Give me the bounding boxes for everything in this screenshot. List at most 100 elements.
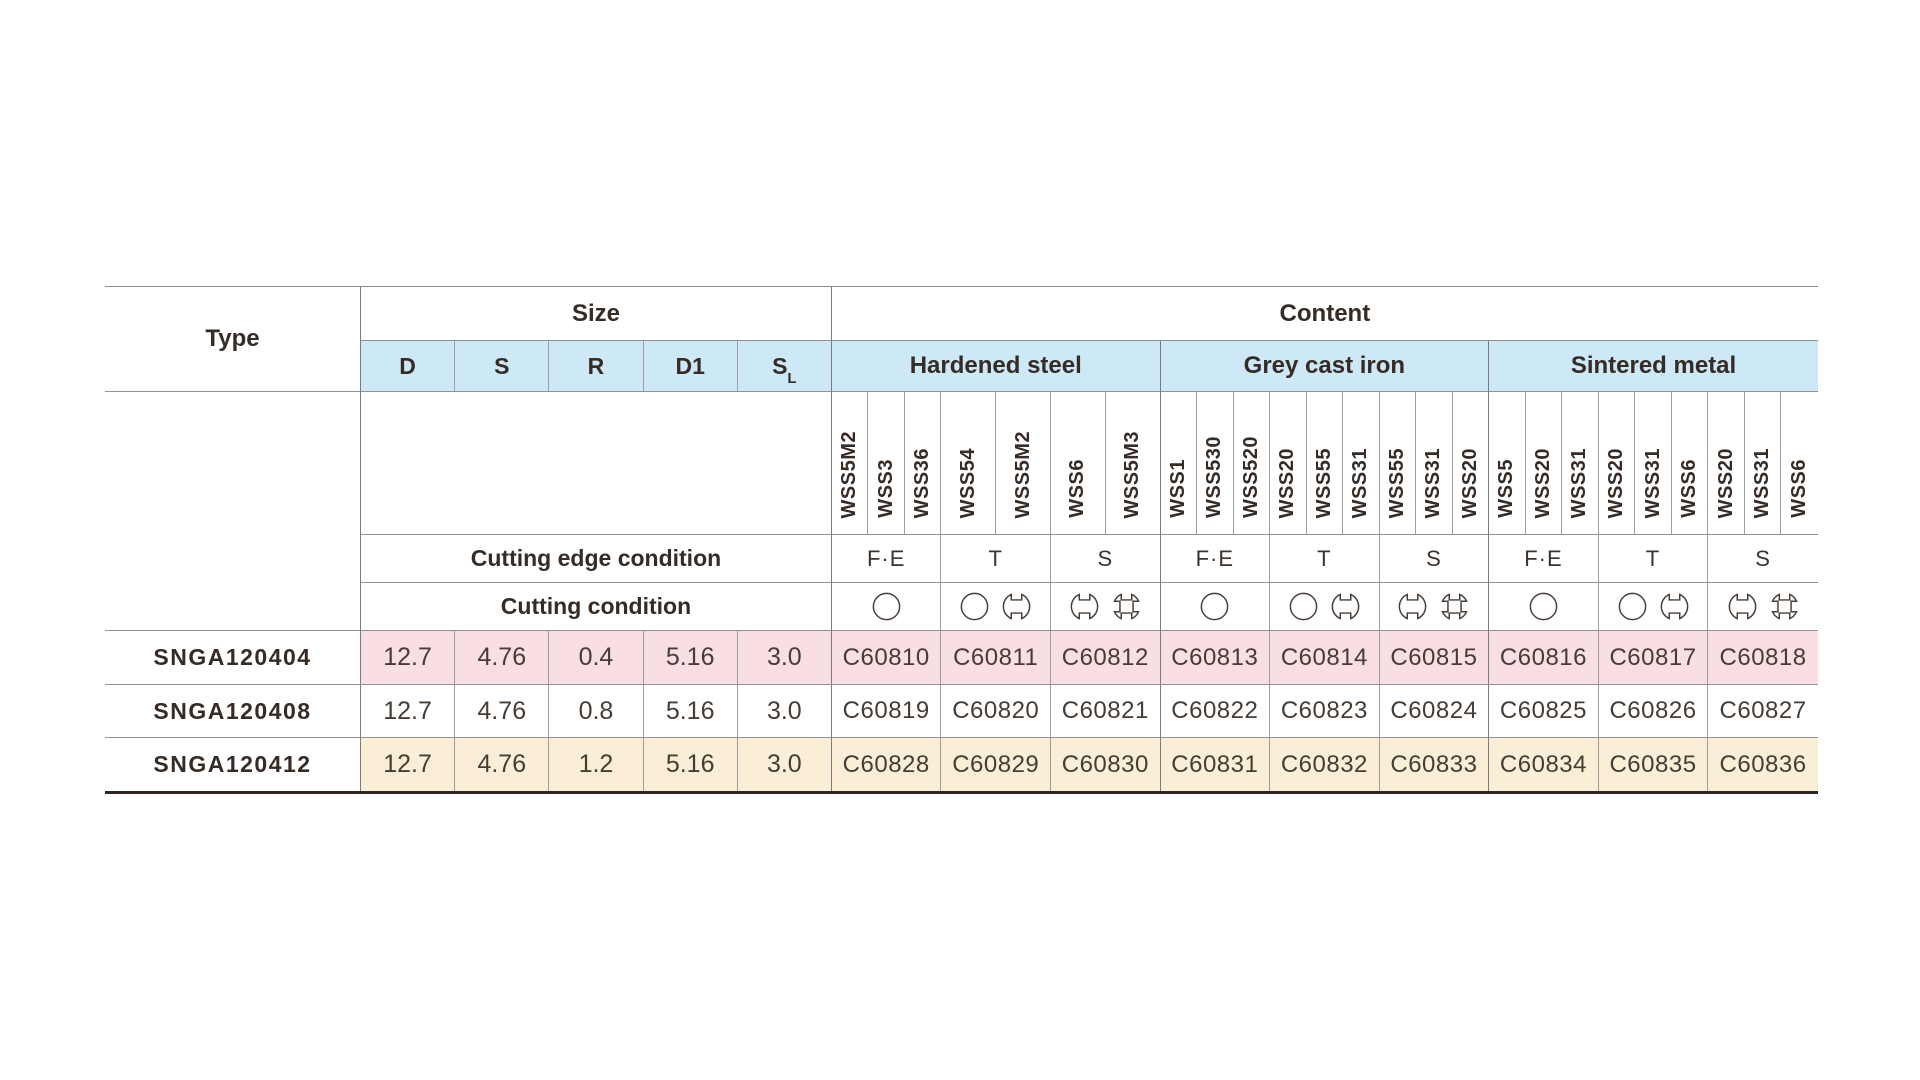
continuous-cut-icon bbox=[1197, 589, 1232, 624]
cutting-condition-symbol-group bbox=[1725, 589, 1802, 624]
part-number-cell: C60810 bbox=[831, 631, 942, 685]
cutting-condition-symbols bbox=[941, 583, 1052, 631]
grade-column-header: WSS1 bbox=[1160, 392, 1198, 535]
light-interrupted-cut-icon bbox=[1725, 589, 1760, 624]
grade-column-header: WSS31 bbox=[1635, 392, 1672, 535]
grade-label: WSS55 bbox=[1385, 447, 1408, 518]
part-number-cell: C60834 bbox=[1489, 738, 1599, 791]
grade-label: WSS6 bbox=[1788, 459, 1811, 518]
part-number-cell: C60816 bbox=[1489, 631, 1599, 685]
size-value-cell: 5.16 bbox=[643, 685, 738, 738]
size-value-cell: 12.7 bbox=[361, 685, 456, 738]
grade-column-header: WSS55 bbox=[1306, 392, 1344, 535]
part-number-cell: C60823 bbox=[1270, 685, 1380, 738]
part-number-cell: C60822 bbox=[1160, 685, 1271, 738]
cutting-condition-symbol-group bbox=[957, 589, 1034, 624]
light-interrupted-cut-icon bbox=[1067, 589, 1102, 624]
size-value-cell: 5.16 bbox=[643, 631, 738, 685]
part-number-cell: C60833 bbox=[1379, 738, 1490, 791]
grade-column-header: WSS5M2 bbox=[996, 392, 1052, 535]
size-column-label: R bbox=[587, 352, 605, 379]
cutting-edge-condition-label: Cutting edge condition bbox=[361, 535, 832, 583]
part-number-cell: C60811 bbox=[941, 631, 1052, 685]
grade-label: WSS31 bbox=[1751, 447, 1774, 518]
grade-column-header: WSS31 bbox=[1562, 392, 1599, 535]
grade-label: WSS1 bbox=[1166, 459, 1189, 518]
cutting-condition-symbol-group bbox=[1615, 589, 1692, 624]
part-number-cell: C60829 bbox=[941, 738, 1052, 791]
light-interrupted-cut-icon bbox=[999, 589, 1034, 624]
grade-label: WSS520 bbox=[1239, 436, 1262, 518]
size-column-label: D1 bbox=[675, 352, 705, 379]
cutting-condition-symbols bbox=[1160, 583, 1271, 631]
heavy-interrupted-cut-icon bbox=[1437, 589, 1472, 624]
grade-column-header: WSS3 bbox=[868, 392, 905, 535]
grade-label: WSS5M3 bbox=[1121, 430, 1144, 518]
grade-column-header: WSS20 bbox=[1598, 392, 1636, 535]
size-columns-spacer bbox=[361, 392, 832, 535]
part-number-cell: C60824 bbox=[1379, 685, 1490, 738]
size-value-cell: 1.2 bbox=[549, 738, 644, 791]
part-number-cell: C60819 bbox=[831, 685, 942, 738]
grade-label: WSS20 bbox=[1531, 447, 1554, 518]
type-column-spacer bbox=[105, 392, 361, 631]
cutting-edge-condition-value: T bbox=[941, 535, 1052, 583]
size-value-cell: 4.76 bbox=[455, 738, 550, 791]
material-header-hardened-steel: Hardened steel bbox=[831, 341, 1161, 392]
size-value-cell: 3.0 bbox=[737, 685, 832, 738]
light-interrupted-cut-icon bbox=[1395, 589, 1430, 624]
size-value-cell: 3.0 bbox=[737, 631, 832, 685]
grade-column-header: WSS31 bbox=[1416, 392, 1453, 535]
size-value-cell: 0.8 bbox=[549, 685, 644, 738]
part-number-cell: C60836 bbox=[1708, 738, 1818, 791]
cutting-edge-condition-value: S bbox=[1379, 535, 1490, 583]
part-number-cell: C60821 bbox=[1051, 685, 1161, 738]
type-cell-snga120408: SNGA120408 bbox=[105, 685, 361, 738]
grade-column-header: WSS5M3 bbox=[1105, 392, 1161, 535]
grade-column-header: WSS36 bbox=[904, 392, 942, 535]
grade-label: WSS31 bbox=[1422, 447, 1445, 518]
grade-label: WSS31 bbox=[1641, 447, 1664, 518]
heavy-interrupted-cut-icon bbox=[1109, 589, 1144, 624]
size-value-cell: 5.16 bbox=[643, 738, 738, 791]
continuous-cut-icon bbox=[1286, 589, 1321, 624]
grade-label: WSS20 bbox=[1276, 447, 1299, 518]
cutting-condition-symbols bbox=[1051, 583, 1161, 631]
continuous-cut-icon bbox=[1615, 589, 1650, 624]
grade-column-header: WSS5M2 bbox=[831, 392, 869, 535]
size-column-label: D bbox=[399, 352, 416, 379]
grade-column-header: WSS530 bbox=[1197, 392, 1234, 535]
grade-label: WSS54 bbox=[956, 447, 979, 518]
size-column-sublabel: L bbox=[787, 370, 797, 387]
cutting-condition-symbol-group bbox=[1286, 589, 1363, 624]
grade-label: WSS5M2 bbox=[838, 430, 861, 518]
cutting-edge-condition-value: F·E bbox=[1489, 535, 1599, 583]
size-column-label: S bbox=[494, 352, 510, 379]
grade-column-header: WSS31 bbox=[1744, 392, 1782, 535]
size-value-cell: 12.7 bbox=[361, 738, 456, 791]
grade-label: WSS20 bbox=[1604, 447, 1627, 518]
part-number-cell: C60831 bbox=[1160, 738, 1271, 791]
type-column-header: Type bbox=[105, 287, 361, 392]
spec-table: Type Size Content Cutting edge condition… bbox=[105, 286, 1818, 794]
part-number-cell: C60835 bbox=[1598, 738, 1709, 791]
grade-label: WSS530 bbox=[1203, 436, 1226, 518]
grade-column-header: WSS20 bbox=[1708, 392, 1745, 535]
grade-column-header: WSS20 bbox=[1452, 392, 1490, 535]
cutting-condition-symbol-group bbox=[1526, 589, 1561, 624]
continuous-cut-icon bbox=[957, 589, 992, 624]
type-cell-snga120412: SNGA120412 bbox=[105, 738, 361, 791]
part-number-cell: C60820 bbox=[941, 685, 1052, 738]
grade-column-header: WSS6 bbox=[1051, 392, 1106, 535]
grade-label: WSS20 bbox=[1458, 447, 1481, 518]
type-cell-snga120404: SNGA120404 bbox=[105, 631, 361, 685]
cutting-condition-symbols bbox=[1598, 583, 1709, 631]
cutting-condition-symbol-group bbox=[1395, 589, 1472, 624]
size-value-cell: 0.4 bbox=[549, 631, 644, 685]
cutting-condition-symbols bbox=[831, 583, 942, 631]
size-value-cell: 12.7 bbox=[361, 631, 456, 685]
part-number-cell: C60813 bbox=[1160, 631, 1271, 685]
size-column-header-d: D bbox=[361, 341, 456, 392]
cutting-condition-symbol-group bbox=[1067, 589, 1144, 624]
